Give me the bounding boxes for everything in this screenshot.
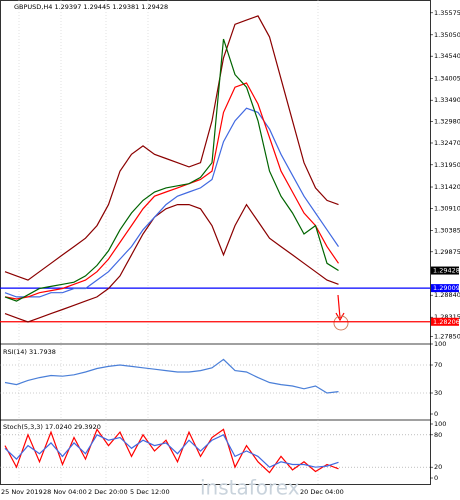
y-tick-label: 1.28315: [434, 313, 460, 321]
level-label: 1.28206: [433, 318, 460, 326]
series-line: [4, 358, 339, 394]
y-tick-label: 1.33490: [434, 96, 460, 104]
y-tick-label: 1.34005: [434, 75, 460, 83]
stoch-header: Stoch(5,3,3) 17.0240 29.3920: [3, 423, 101, 431]
y-tick-label: 70: [434, 361, 442, 369]
y-tick-label: 0: [434, 410, 438, 418]
y-tick-label: 20: [434, 463, 442, 471]
last-price-label: 1.29428: [433, 267, 460, 275]
series-line: [4, 203, 339, 323]
y-tick-label: 1.32980: [434, 118, 460, 126]
watermark: instaforex: [200, 476, 300, 500]
x-tick-label: 20 Dec 04:00: [300, 488, 344, 496]
price-header: GBPUSD,H4 1.29397 1.29445 1.29381 1.2942…: [14, 3, 168, 11]
series-line: [4, 82, 339, 300]
y-tick-label: 80: [434, 431, 442, 439]
y-tick-label: 100: [434, 340, 446, 348]
y-tick-label: 1.32470: [434, 139, 460, 147]
arrow: [335, 294, 345, 322]
plot-frame: [0, 0, 431, 485]
last-price-box: [431, 266, 459, 275]
x-tick-label: 2 Dec 20:00: [88, 488, 128, 496]
y-tick-label: 1.28840: [434, 291, 460, 299]
series-line: [4, 107, 339, 298]
y-tick-label: 30: [434, 389, 442, 397]
x-tick-label: 5 Dec 12:00: [130, 488, 170, 496]
target-circle: [333, 315, 349, 331]
y-tick-label: 1.27850: [434, 333, 460, 341]
y-tick-label: 1.35575: [434, 9, 460, 17]
y-tick-label: 1.31420: [434, 183, 460, 191]
level-label-box: [431, 284, 459, 293]
y-tick-label: 100: [434, 420, 446, 428]
series-line: [4, 15, 339, 281]
y-tick-label: 1.31950: [434, 161, 460, 169]
y-tick-label: 1.30385: [434, 226, 460, 234]
series-line: [4, 428, 339, 474]
y-tick-label: 0: [434, 474, 438, 482]
level-label: 1.29009: [433, 284, 460, 292]
series-line: [4, 434, 339, 468]
x-tick-label: 25 Nov 2019: [1, 488, 43, 496]
level-label-box: [431, 317, 459, 326]
rsi-header: RSI(14) 31.7938: [3, 348, 56, 356]
y-tick-label: 1.30910: [434, 204, 460, 212]
x-tick-label: 28 Nov 04:00: [43, 488, 87, 496]
y-tick-label: 1.35050: [434, 31, 460, 39]
series-line: [4, 38, 339, 302]
y-tick-label: 1.34540: [434, 52, 460, 60]
y-tick-label: 1.29875: [434, 248, 460, 256]
